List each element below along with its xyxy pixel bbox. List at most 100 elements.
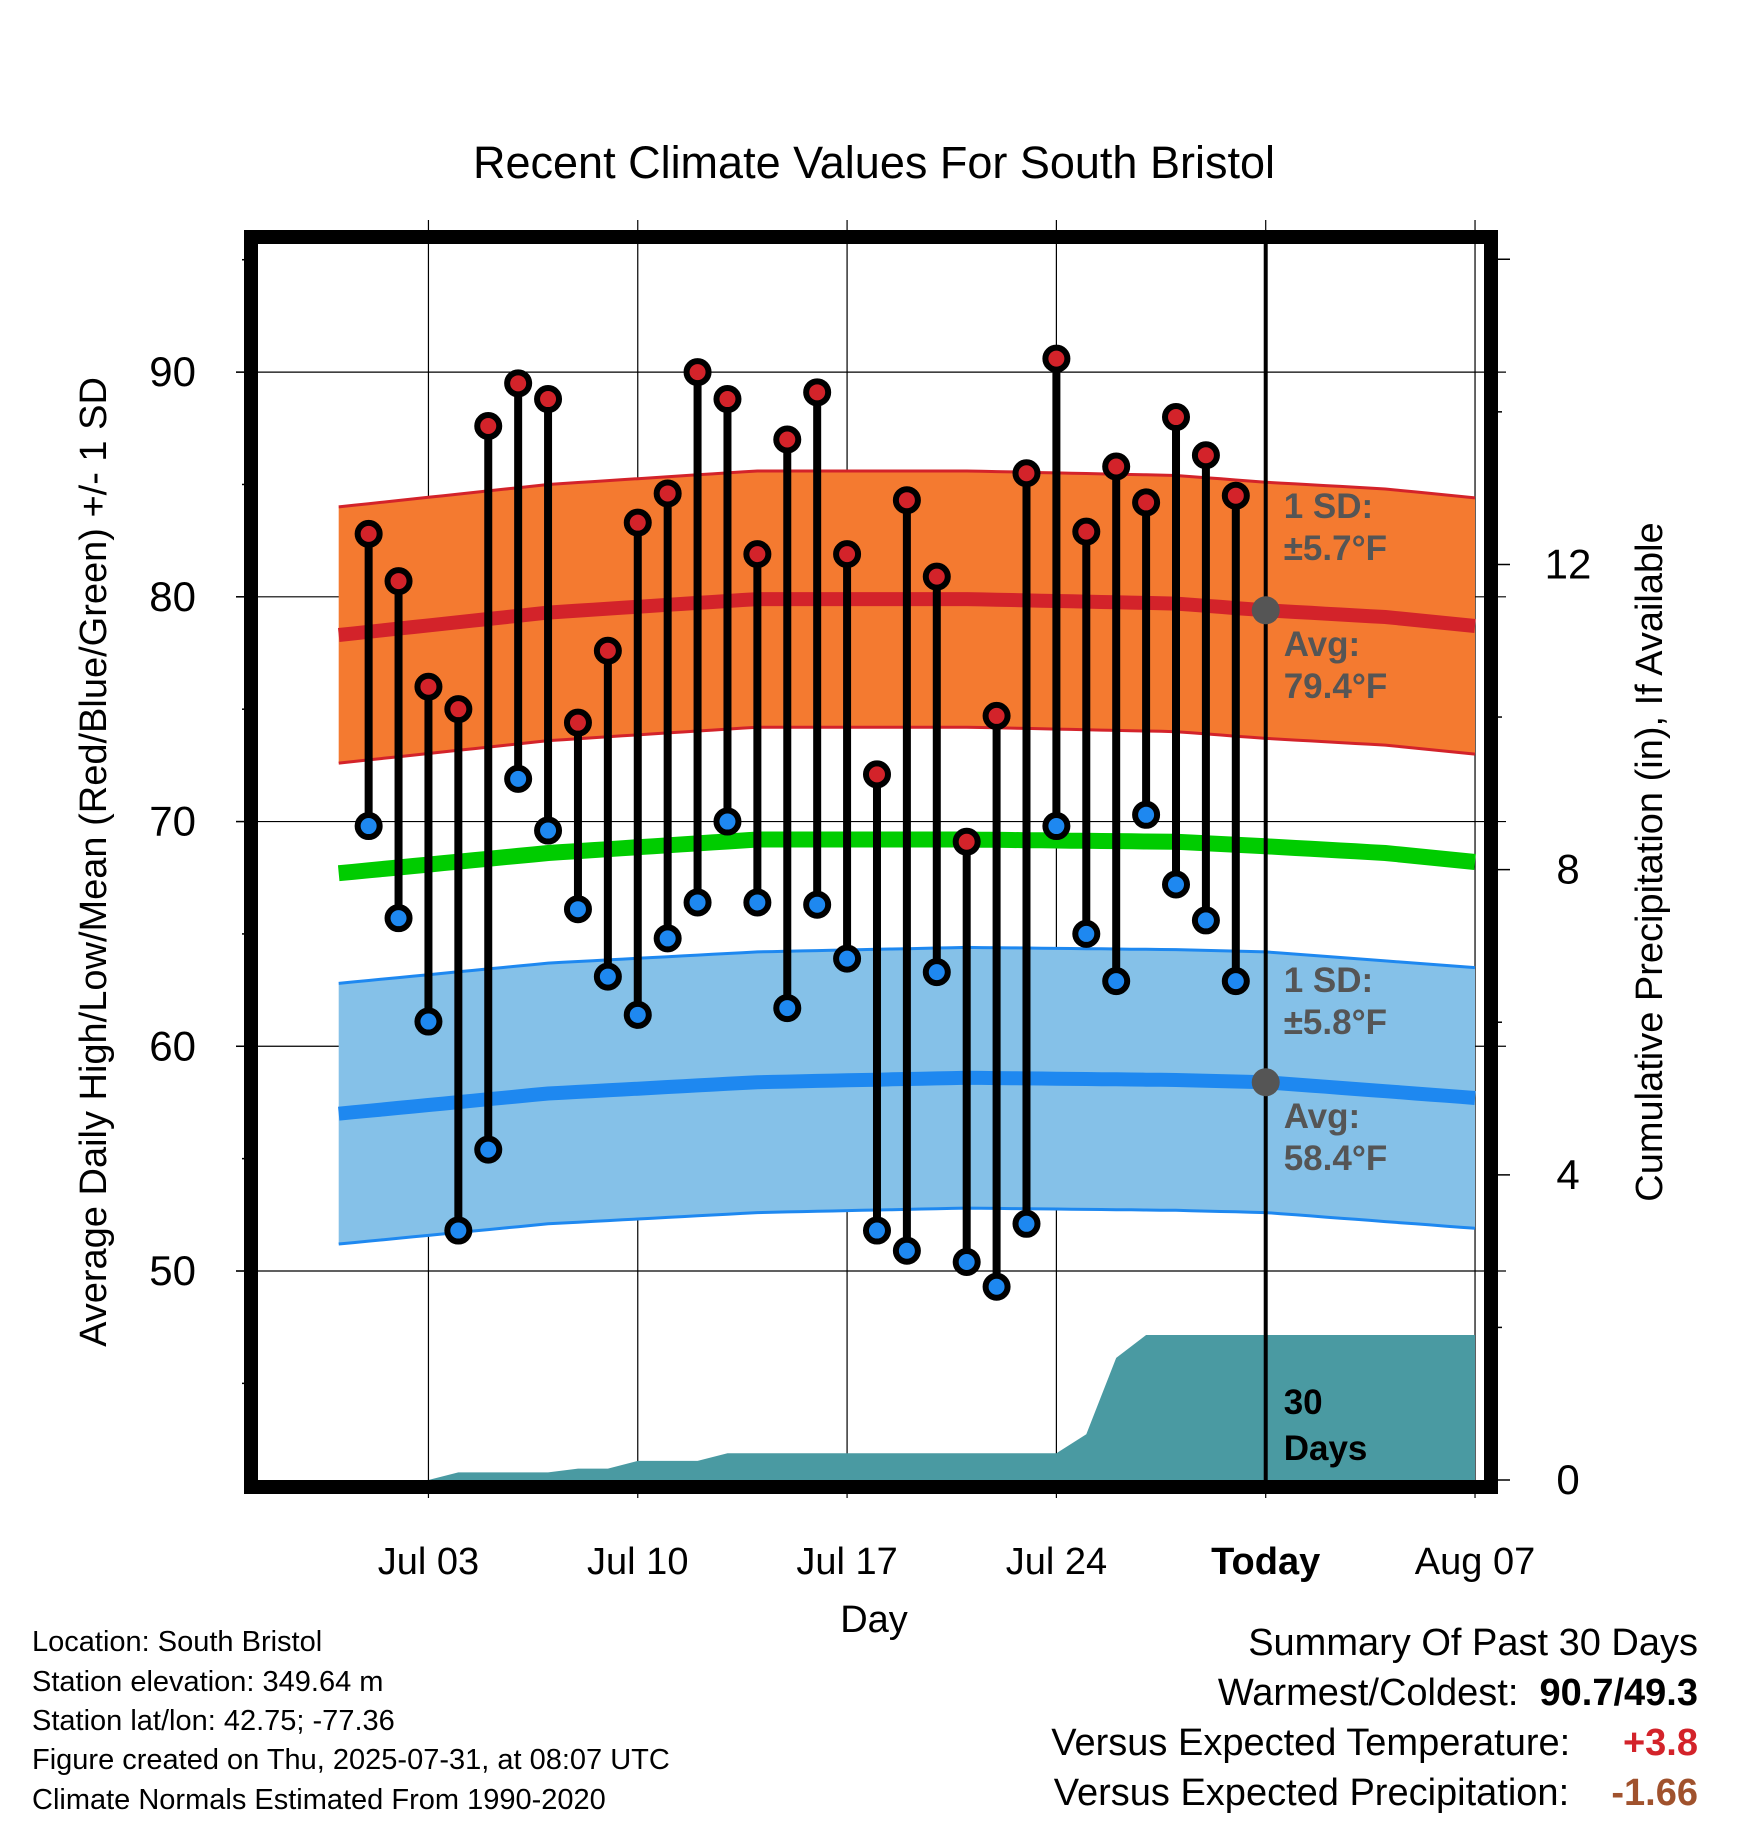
daily-low-point [534,816,563,845]
daily-low-point [922,958,951,987]
high-sd-label: 1 SD: [1284,487,1373,526]
x-tick-label: Aug 07 [1415,1541,1535,1583]
left-tick-label: 50 [149,1247,196,1294]
daily-high-point [1042,344,1071,373]
daily-high-point [803,378,832,407]
daily-high-point [623,508,652,537]
left-tick-label: 60 [149,1022,196,1069]
x-tick-label: Jul 10 [587,1541,688,1583]
left-tick-label: 70 [149,798,196,845]
days-unit-label: Days [1284,1429,1368,1468]
daily-high-point [414,672,443,701]
daily-low-point [1042,812,1071,841]
left-tick-label: 90 [149,348,196,395]
daily-high-point [862,760,891,789]
daily-high-point [444,695,473,724]
daily-high-point [563,708,592,737]
daily-high-point [892,486,921,515]
daily-high-point [1072,517,1101,546]
y-axis-label-left: Average Daily High/Low/Mean (Red/Blue/Gr… [73,377,115,1347]
daily-low-point [743,888,772,917]
daily-high-point [653,479,682,508]
daily-high-point [1132,488,1161,517]
daily-high-point [1221,481,1250,510]
daily-high-point [504,369,533,398]
x-axis-label: Day [840,1599,908,1641]
temp-row: Versus Expected Temperature: +3.8 [1051,1722,1698,1765]
x-tick-label: Today [1211,1541,1320,1583]
daily-low-point [623,1000,652,1029]
today-low-avg-marker [1251,1068,1280,1097]
daily-high-point [743,540,772,569]
daily-high-point [1012,459,1041,488]
location-text: Location: South Bristol [32,1626,323,1658]
today-high-avg-marker [1251,596,1280,625]
daily-low-point [1072,919,1101,948]
left-tick-label: 80 [149,573,196,620]
chart-title: Recent Climate Values For South Bristol [473,137,1275,188]
daily-high-point [534,385,563,414]
daily-high-point [922,562,951,591]
daily-low-point [504,764,533,793]
low-avg-value: 58.4°F [1284,1139,1388,1178]
high-avg-label: Avg: [1284,625,1360,664]
daily-low-point [354,812,383,841]
low-sd-label: 1 SD: [1284,961,1373,1000]
daily-low-point [833,944,862,973]
daily-low-point [1221,967,1250,996]
precip-row: Versus Expected Precipitation: -1.66 [1054,1772,1698,1815]
daily-low-point [593,962,622,991]
daily-low-point [862,1216,891,1245]
precip-area [338,1335,1476,1480]
daily-high-point [384,567,413,596]
daily-high-point [1102,452,1131,481]
days-count-label: 30 [1284,1383,1323,1422]
daily-low-point [982,1272,1011,1301]
precip-label: Versus Expected Precipitation: [1053,1772,1570,1814]
x-tick-label: Jul 24 [1006,1541,1107,1583]
daily-high-point [474,412,503,441]
daily-low-point [952,1248,981,1277]
daily-high-point [1162,403,1191,432]
daily-low-point [414,1007,443,1036]
daily-low-point [683,888,712,917]
daily-low-point [1191,906,1220,935]
daily-low-point [384,904,413,933]
daily-high-point [982,701,1011,730]
warm-cold-row: Warmest/Coldest: 90.7/49.3 [1218,1672,1698,1715]
daily-low-point [1102,967,1131,996]
daily-high-point [833,540,862,569]
daily-high-point [773,425,802,454]
daily-low-point [563,895,592,924]
created-text: Figure created on Thu, 2025-07-31, at 08… [32,1744,670,1776]
latlon-text: Station lat/lon: 42.75; -77.36 [32,1705,395,1737]
normals-text: Climate Normals Estimated From 1990-2020 [32,1784,606,1816]
daily-low-point [803,890,832,919]
daily-low-point [1162,870,1191,899]
right-tick-label: 8 [1556,846,1579,893]
elevation-text: Station elevation: 349.64 m [32,1666,384,1698]
daily-low-point [713,807,742,836]
daily-high-point [1191,441,1220,470]
daily-high-point [683,358,712,387]
daily-high-point [952,827,981,856]
y-axis-label-right: Cumulative Precipitation (in), If Availa… [1629,522,1671,1201]
temp-value: +3.8 [1622,1722,1698,1764]
right-tick-label: 0 [1556,1456,1579,1503]
daily-low-point [653,924,682,953]
x-tick-label: Jul 03 [378,1541,479,1583]
daily-low-point [1132,800,1161,829]
low-sd-value: ±5.8°F [1284,1003,1387,1042]
high-avg-value: 79.4°F [1284,667,1388,706]
x-tick-label: Jul 17 [796,1541,897,1583]
daily-low-point [892,1236,921,1265]
right-tick-label: 12 [1545,540,1592,587]
right-tick-label: 4 [1556,1151,1579,1198]
warm-cold-label: Warmest/Coldest: [1217,1672,1519,1714]
low-avg-label: Avg: [1284,1097,1360,1136]
daily-high-point [593,636,622,665]
daily-high-point [713,385,742,414]
daily-low-point [474,1135,503,1164]
precip-value: -1.66 [1611,1772,1698,1814]
daily-high-point [354,519,383,548]
